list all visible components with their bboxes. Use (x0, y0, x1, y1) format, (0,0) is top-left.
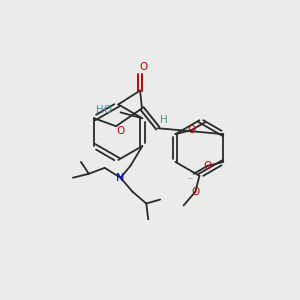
Text: HO: HO (96, 105, 112, 116)
Text: H: H (160, 115, 168, 125)
Text: O: O (187, 125, 195, 135)
Text: O: O (116, 126, 124, 136)
Text: O: O (139, 62, 147, 72)
Text: N: N (116, 173, 125, 183)
Text: methyl: methyl (189, 178, 194, 179)
Text: O: O (191, 187, 200, 196)
Text: O: O (203, 161, 212, 171)
